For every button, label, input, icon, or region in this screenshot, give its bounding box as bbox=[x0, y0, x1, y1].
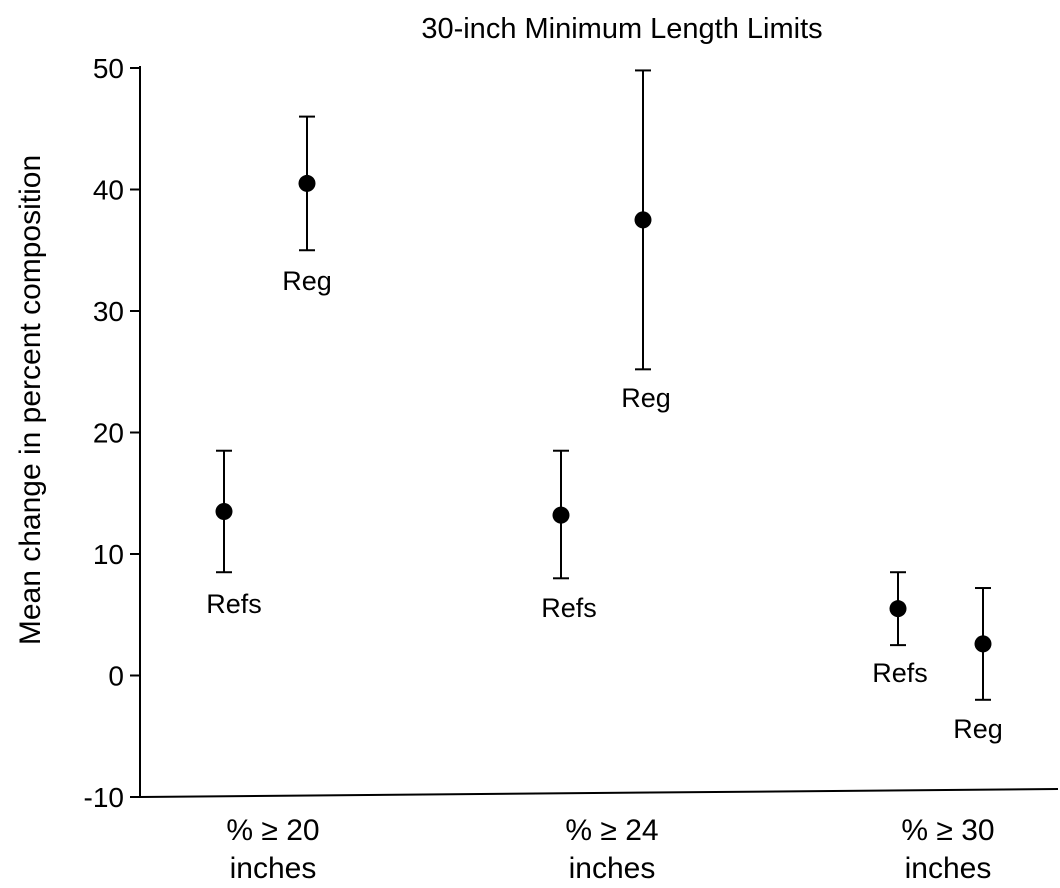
point-label: Refs bbox=[206, 589, 262, 619]
x-axis-line bbox=[139, 788, 1059, 798]
data-point bbox=[215, 502, 233, 520]
x-category-label-line2: inches bbox=[569, 852, 656, 885]
data-point-group: Refs bbox=[206, 449, 262, 619]
data-point bbox=[889, 600, 907, 618]
y-tick-label: 10 bbox=[93, 539, 124, 570]
point-label: Reg bbox=[953, 714, 1003, 744]
data-point-group: Reg bbox=[282, 115, 332, 296]
data-points: Refs Reg Refs Reg Refs Reg bbox=[206, 69, 1003, 744]
point-label: Refs bbox=[872, 658, 928, 688]
point-label: Reg bbox=[621, 383, 671, 413]
data-point-group: Refs bbox=[541, 449, 597, 623]
x-category-label-line1: % ≥ 20 bbox=[226, 814, 319, 847]
x-category-label-line1: % ≥ 30 bbox=[901, 814, 994, 847]
y-tick-label: 0 bbox=[108, 661, 124, 692]
x-category-label-line2: inches bbox=[905, 852, 992, 885]
y-ticks: -10 0 10 20 30 40 50 bbox=[84, 53, 140, 813]
data-point bbox=[298, 174, 316, 192]
data-point bbox=[552, 506, 570, 524]
data-point-group: Reg bbox=[953, 587, 1003, 744]
point-label: Reg bbox=[282, 266, 332, 296]
data-point-group: Refs bbox=[872, 571, 928, 688]
y-tick-label: 30 bbox=[93, 296, 124, 327]
y-axis-label: Mean change in percent composition bbox=[14, 155, 47, 645]
chart-title: 30-inch Minimum Length Limits bbox=[421, 13, 822, 45]
point-label: Refs bbox=[541, 593, 597, 623]
y-tick-label: -10 bbox=[84, 782, 124, 813]
data-point bbox=[974, 635, 992, 653]
data-point bbox=[634, 211, 652, 229]
y-tick-label: 40 bbox=[93, 175, 124, 206]
x-category-label-line1: % ≥ 24 bbox=[565, 814, 658, 847]
x-category-label-line2: inches bbox=[230, 852, 317, 885]
x-category-labels: % ≥ 20 inches % ≥ 24 inches % ≥ 30 inches bbox=[226, 814, 994, 885]
y-tick-label: 50 bbox=[93, 53, 124, 84]
y-tick-label: 20 bbox=[93, 418, 124, 449]
data-point-group: Reg bbox=[621, 69, 671, 413]
